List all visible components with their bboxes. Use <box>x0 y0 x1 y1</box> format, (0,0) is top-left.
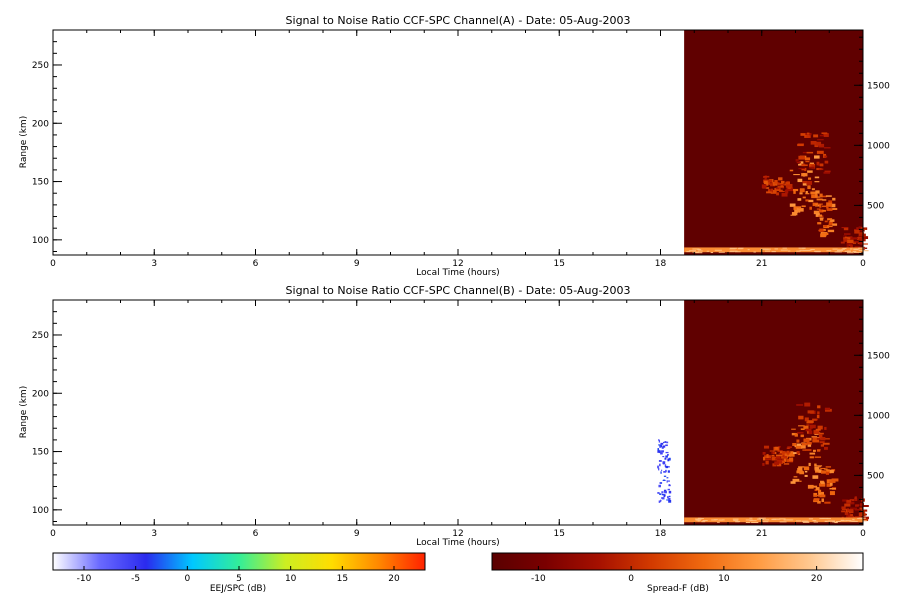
eej-echo-patch <box>657 439 672 503</box>
colorbar-tick-label: 0 <box>628 574 634 584</box>
x-tick-label: 15 <box>554 259 565 269</box>
x-tick-label: 6 <box>253 529 259 539</box>
y-tick-label: 250 <box>32 331 49 341</box>
x-tick-label: 21 <box>756 529 767 539</box>
y-tick-label: 100 <box>32 506 49 516</box>
colorbar-tick-label: 0 <box>184 574 190 584</box>
y2-tick-label: 500 <box>867 201 884 211</box>
colorbar-gradient <box>491 552 864 571</box>
panel-a-axes: 0 3 6 9 12 15 18 21 0 100 150 200 250 500 1000 1500 <box>32 29 890 269</box>
eej-colorbar: -10 -5 0 5 10 15 20 <box>52 552 426 584</box>
colorbar-tick-label: 10 <box>718 574 730 584</box>
spread-f-echo <box>789 155 821 216</box>
x-tick-label: 18 <box>655 529 667 539</box>
spread-f-colorbar: -10 0 10 20 <box>491 552 864 584</box>
x-tick-label: 0 <box>50 259 56 269</box>
x-tick-label: 12 <box>452 259 463 269</box>
y-tick-label: 150 <box>32 448 49 458</box>
x-tick-label: 0 <box>50 529 56 539</box>
x-tick-label: 0 <box>860 259 866 269</box>
colorbar-tick-label: -10 <box>531 574 546 584</box>
colorbar-tick-label: -10 <box>77 574 92 584</box>
spread-f-background <box>684 30 863 255</box>
colorbar-tick-label: -5 <box>131 574 140 584</box>
panel-a-xlabel: Local Time (hours) <box>416 268 499 278</box>
spread-f-echo <box>788 425 822 489</box>
colorbar-tick-label: 20 <box>811 574 823 584</box>
x-tick-label: 9 <box>354 259 360 269</box>
spread-f-echo <box>761 175 794 197</box>
colorbar-tick-label: 15 <box>337 574 348 584</box>
spread-f-echo <box>762 445 794 467</box>
y2-tick-label: 1000 <box>867 411 890 421</box>
y-tick-label: 100 <box>32 236 49 246</box>
y2-tick-label: 1000 <box>867 141 890 151</box>
x-tick-label: 9 <box>354 529 360 539</box>
panel-b-xlabel: Local Time (hours) <box>416 538 499 548</box>
panel-b: Signal to Noise Ratio CCF-SPC Channel(B)… <box>19 284 890 548</box>
spread-f-echo <box>813 463 839 504</box>
y2-tick-label: 1500 <box>867 81 890 91</box>
eej-colorbar-label: EEJ/SPC (dB) <box>210 584 266 594</box>
y-tick-label: 150 <box>32 178 49 188</box>
x-tick-label: 12 <box>452 529 463 539</box>
y-tick-label: 250 <box>32 61 49 71</box>
panel-a-plot-area <box>684 30 869 255</box>
panel-b-axes: 0 3 6 9 12 15 18 21 0 100 150 200 250 500 1000 1500 <box>32 299 890 539</box>
x-tick-label: 6 <box>253 259 259 269</box>
spread-f-echo <box>812 193 838 238</box>
spread-f-colorbar-label: Spread-F (dB) <box>647 584 709 594</box>
panel-b-title: Signal to Noise Ratio CCF-SPC Channel(B)… <box>286 284 631 297</box>
x-tick-label: 3 <box>151 259 157 269</box>
spread-f-background <box>684 300 863 525</box>
x-tick-label: 15 <box>554 529 565 539</box>
y-tick-label: 200 <box>32 389 49 399</box>
colorbar-tick-label: 5 <box>236 574 242 584</box>
x-tick-label: 3 <box>151 529 157 539</box>
y2-tick-label: 500 <box>867 471 884 481</box>
panel-b-ylabel: Range (km) <box>19 386 29 438</box>
spread-f-bottom-echo <box>684 247 863 253</box>
y-tick-label: 200 <box>32 119 49 129</box>
y2-tick-label: 1500 <box>867 351 890 361</box>
x-tick-label: 0 <box>860 529 866 539</box>
spread-f-echo <box>795 132 831 185</box>
colorbar-tick-label: 20 <box>388 574 400 584</box>
panel-a: Signal to Noise Ratio CCF-SPC Channel(A)… <box>19 14 890 278</box>
colorbar-tick-label: 10 <box>285 574 297 584</box>
panel-a-ylabel: Range (km) <box>19 116 29 168</box>
x-tick-label: 18 <box>655 259 667 269</box>
spread-f-echo <box>796 402 832 455</box>
panel-b-plot-area <box>657 300 869 525</box>
x-tick-label: 21 <box>756 259 767 269</box>
panel-a-title: Signal to Noise Ratio CCF-SPC Channel(A)… <box>286 14 631 27</box>
